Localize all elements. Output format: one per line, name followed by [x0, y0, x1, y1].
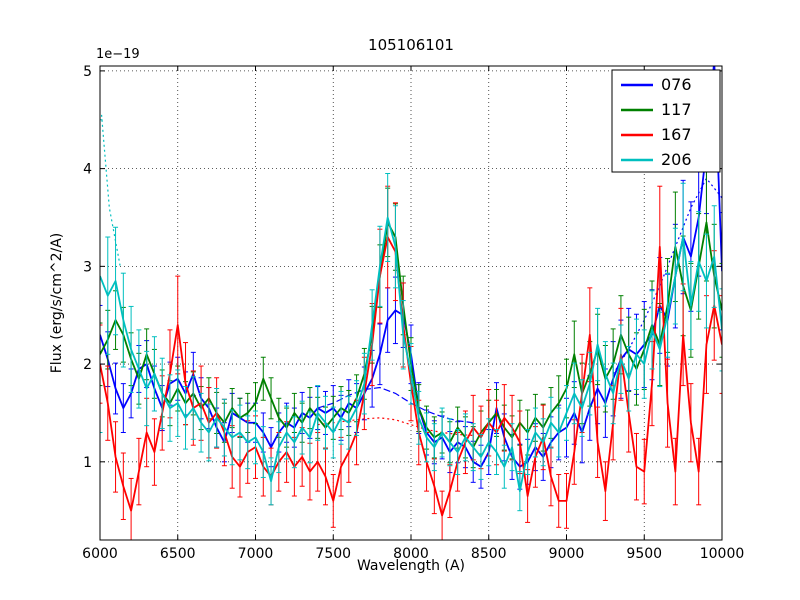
legend-label-117: 117: [661, 100, 692, 119]
y-tick-label: 5: [83, 64, 92, 80]
legend: 076 117 167 206: [611, 69, 721, 173]
x-tick-label: 8500: [471, 546, 507, 562]
series-206: [100, 119, 722, 512]
legend-label-167: 167: [661, 125, 692, 144]
y-tick-label: 3: [83, 259, 92, 275]
x-tick-label: 9500: [626, 546, 662, 562]
y-axis-label: Flux (erg/s/cm^2/A): [49, 232, 65, 374]
y-tick-label: 1: [83, 455, 92, 471]
y-tick-label: 2: [83, 357, 92, 373]
spectrum-line-206: [100, 216, 722, 493]
x-tick-label: 6500: [160, 546, 196, 562]
x-tick-label: 9000: [549, 546, 585, 562]
x-tick-label: 7500: [315, 546, 351, 562]
legend-box: [611, 69, 721, 173]
y-axis-offset-label: 1e−19: [96, 47, 140, 62]
y-tick-label: 4: [83, 162, 92, 178]
x-tick-label: 8000: [393, 546, 429, 562]
overlay-curve-076-fit-peak: [317, 386, 474, 424]
legend-label-076: 076: [661, 75, 692, 94]
data-layer: [100, 66, 722, 540]
overlay-curve-167-fit-peak: [317, 417, 474, 437]
x-tick-label: 7000: [238, 546, 274, 562]
tick-labels: 6000 6500 7000 7500 8000 8500 9000 9500 10000 1 2 3…: [82, 64, 744, 562]
plot-title: 105106101: [368, 36, 454, 54]
legend-label-206: 206: [661, 150, 692, 169]
x-tick-label: 10000: [700, 546, 745, 562]
overlay-curve-206-fit-left: [100, 114, 121, 267]
axis-ticks: [99, 66, 723, 540]
x-tick-label: 6000: [82, 546, 118, 562]
x-axis-label: Wavelength (A): [356, 558, 465, 574]
